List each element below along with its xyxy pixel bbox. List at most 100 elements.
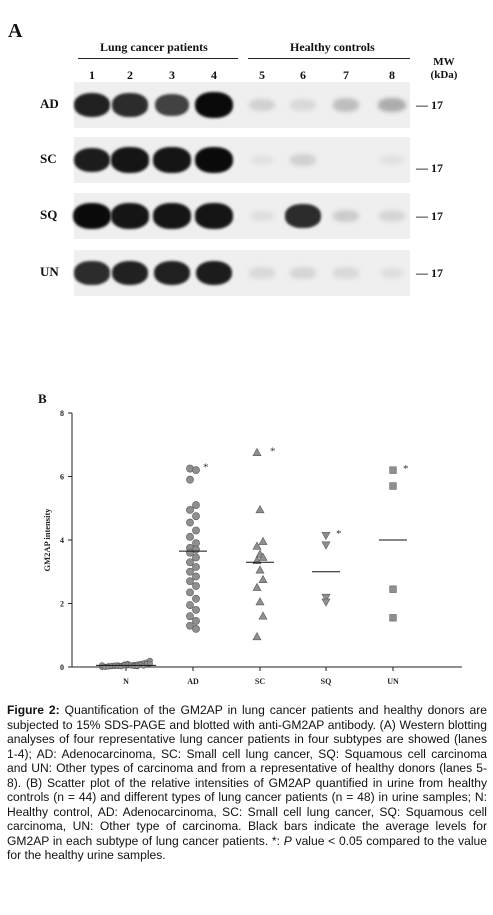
lane-number: 7 [343, 68, 349, 82]
significance-asterisk: * [203, 462, 209, 474]
data-point-circle [186, 548, 194, 557]
data-point-circle [192, 512, 200, 521]
blot-band [111, 260, 149, 286]
plot-axes: 0 2 4 6 8 GM2AP intensity N AD SC SQ UN [42, 409, 462, 686]
significance-asterisk: * [270, 446, 276, 458]
blot-band [154, 94, 190, 116]
data-point-triangle-up [255, 565, 265, 574]
lane-number: 3 [169, 68, 175, 82]
blot-band [333, 267, 359, 279]
data-point-triangle-down [321, 541, 331, 550]
blot-band [249, 210, 275, 222]
data-point-triangle-down [321, 531, 331, 541]
marker-value: 17 [431, 161, 443, 175]
data-point-circle [192, 572, 200, 581]
data-point-triangle-up [252, 447, 262, 456]
data-point-circle [186, 567, 194, 576]
blot-band [73, 92, 111, 118]
blot-band [249, 154, 275, 166]
blot-band [249, 267, 275, 279]
x-tick-label: SQ [321, 677, 332, 686]
blot-band [379, 210, 405, 222]
mw-marker-17: — 17 [416, 161, 443, 176]
data-point-triangle-up [252, 582, 262, 591]
data-point-triangle-up [255, 505, 265, 514]
mw-marker-17: — 17 [416, 98, 443, 113]
significance-asterisk: * [403, 463, 409, 475]
caption-label: Figure 2: [7, 703, 60, 717]
blot-band [290, 267, 316, 279]
data-point-triangle-down [321, 593, 331, 602]
marker-tick: — [416, 266, 431, 280]
marker-value: 17 [431, 209, 443, 223]
blot-band [153, 260, 191, 286]
data-point-circle [192, 624, 200, 633]
data-point-square [389, 585, 397, 593]
blot-band [379, 267, 405, 279]
y-tick-label: 0 [60, 663, 64, 672]
blot-row-label: AD [40, 96, 59, 111]
lane-number: 1 [89, 68, 95, 82]
lane-number: 8 [389, 68, 395, 82]
x-tick-label: SC [255, 677, 265, 686]
blot-band [73, 147, 111, 173]
data-point-circle [186, 518, 194, 527]
data-point-circle [147, 660, 153, 667]
blot-band [195, 147, 233, 173]
data-point-triangle-up [252, 632, 262, 641]
blot-band [249, 99, 275, 111]
scatter-plot: 0 2 4 6 8 GM2AP intensity N AD SC SQ UN * * * * [42, 409, 462, 686]
blot-band [290, 154, 316, 166]
data-point-triangle-up [252, 541, 262, 550]
data-point-square [389, 614, 397, 622]
marker-tick: — [416, 161, 431, 175]
panel-a-letter: A [8, 20, 23, 42]
blot-band [112, 93, 148, 117]
data-point-circle [186, 505, 194, 514]
lane-number: 2 [127, 68, 133, 82]
significance-asterisk: * [336, 528, 342, 540]
data-point-circle [186, 577, 194, 586]
blot-band [290, 99, 316, 111]
blot-band [111, 147, 149, 173]
data-point-circle [192, 594, 200, 603]
data-point-circle [192, 466, 200, 475]
data-point-circle [186, 588, 194, 597]
blot-band [332, 98, 360, 112]
x-tick-label: AD [187, 677, 199, 686]
data-point-circle [186, 558, 194, 567]
blot-band [153, 203, 191, 229]
caption-text: Quantification of the GM2AP in lung canc… [7, 703, 488, 848]
blot-band [153, 147, 191, 173]
blot-band [195, 203, 233, 229]
blot-band [195, 260, 233, 286]
blot-band [333, 209, 359, 223]
marker-tick: — [416, 98, 431, 112]
blot-band [195, 92, 233, 118]
mw-marker-17: — 17 [416, 266, 443, 281]
lane-number: 6 [300, 68, 306, 82]
marker-value: 17 [431, 98, 443, 112]
blot-row-label: SC [40, 151, 57, 166]
data-point-square [389, 482, 397, 490]
data-point-triangle-up [258, 536, 268, 545]
data-point-circle [192, 563, 200, 571]
marker-value: 17 [431, 266, 443, 280]
mw-marker-17: — 17 [416, 209, 443, 224]
blot-band [285, 204, 321, 228]
data-point-circle [186, 601, 194, 609]
x-tick-label: N [123, 677, 129, 686]
plot-points: * * * * [96, 446, 409, 670]
data-point-triangle-up [258, 611, 268, 620]
y-tick-label: 2 [60, 600, 64, 609]
data-point-triangle-up [255, 597, 265, 606]
data-point-circle [192, 605, 200, 614]
lane-number: 5 [259, 68, 265, 82]
healthy-group-label: Healthy controls [290, 40, 375, 54]
lung-cancer-group-label: Lung cancer patients [100, 40, 208, 54]
healthy-group-line [248, 58, 410, 59]
data-point-circle [186, 532, 194, 541]
lane-number: 4 [211, 68, 217, 82]
y-tick-label: 6 [60, 473, 64, 482]
figure-caption: Figure 2: Quantification of the GM2AP in… [7, 703, 487, 863]
